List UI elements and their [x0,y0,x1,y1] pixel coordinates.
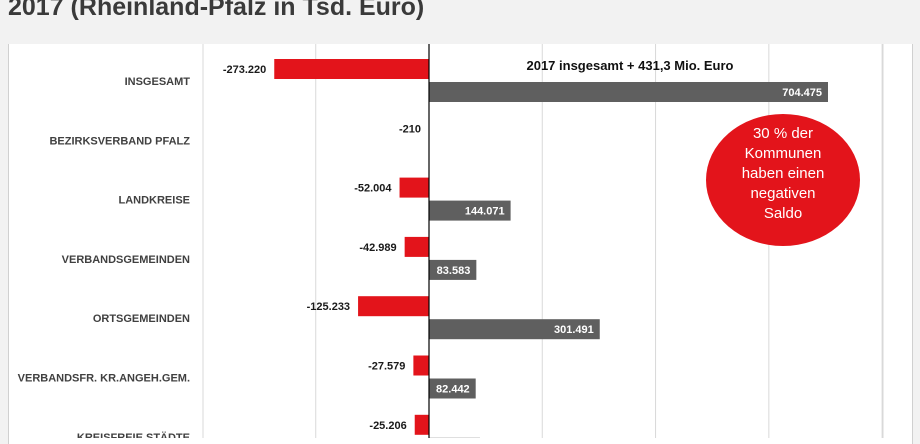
category-label: VERBANDSGEMEINDEN [62,254,190,266]
data-label-negative: -42.989 [359,242,396,254]
data-label-negative: -210 [399,123,421,135]
data-label-negative: -125.233 [307,301,350,313]
callout-text: 30 % der [753,125,813,142]
category-label: VERBANDSFR. KR.ANGEH.GEM. [18,373,190,385]
callout-text: negativen [750,185,815,202]
bar-negative [274,59,429,79]
category-label: KREISFREIE STÄDTE [77,431,190,438]
bar-negative [358,296,429,316]
category-label: ORTSGEMEINDEN [93,313,190,325]
callout-text: Kommunen [745,145,822,162]
data-label-negative: -27.579 [368,361,405,373]
bar-negative [413,356,429,376]
chart-title: 2017 insgesamt + 431,3 Mio. Euro [526,58,733,73]
data-label-negative: -52.004 [354,183,392,195]
data-label-positive: 704.475 [782,87,822,99]
data-label-negative: -273.220 [223,64,266,76]
data-label-negative: -25.206 [369,420,406,432]
data-label-positive: 83.583 [437,265,471,277]
callout-text: Saldo [764,205,802,222]
callout-text: haben einen [742,165,825,182]
category-label: INSGESAMT [125,76,191,88]
bar-positive [429,82,828,102]
data-label-positive: 82.442 [436,384,470,396]
bar-negative [415,415,429,435]
bar-negative [400,178,429,198]
category-label: LANDKREISE [118,195,190,207]
category-label: BEZIRKSVERBAND PFALZ [49,135,190,147]
bar-negative [405,237,429,257]
data-label-positive: 144.071 [465,206,505,218]
data-label-positive: 301.491 [554,324,594,336]
